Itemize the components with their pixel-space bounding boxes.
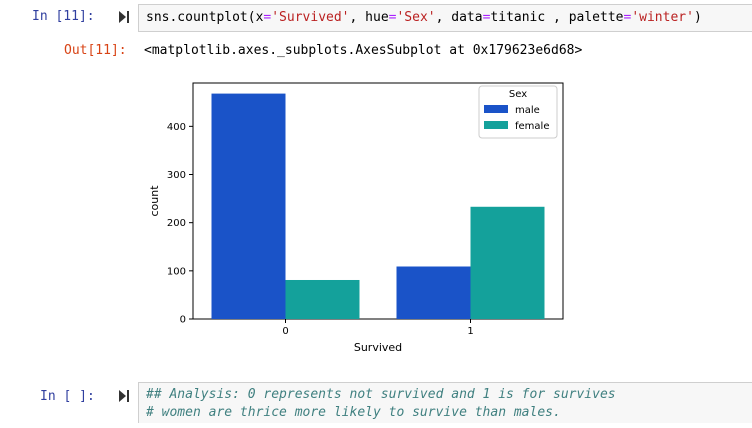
plot-frame [192, 82, 564, 320]
legend-swatch-male [484, 105, 508, 113]
x-tick-label: 1 [467, 326, 473, 337]
run-cell-icon-2[interactable] [118, 389, 130, 403]
code-text: , hue [349, 10, 389, 25]
code-text: titanic , palette [490, 10, 624, 25]
code-text: , data [435, 10, 483, 25]
bar-male-1 [396, 266, 471, 319]
legend-label-male: male [515, 105, 540, 116]
legend-title: Sex [509, 89, 527, 100]
code-cell-input[interactable]: sns.countplot(x='Survived', hue='Sex', d… [138, 4, 752, 32]
y-tick-label: 300 [167, 170, 186, 181]
y-tick-label: 100 [167, 266, 186, 277]
y-axis-label: count [148, 185, 161, 217]
code-string: 'winter' [631, 10, 694, 25]
code-fn: sns.countplot(x [146, 10, 264, 25]
code-cell-analysis[interactable]: ## Analysis: 0 represents not survived a… [138, 382, 752, 423]
cell-out-prompt: Out[11]: [64, 43, 127, 58]
code-string: 'Survived' [271, 10, 350, 25]
code-text: ) [693, 10, 702, 25]
cell-in-prompt: In [11]: [32, 9, 95, 24]
code-op: = [623, 10, 632, 25]
bar-female-1 [470, 206, 545, 319]
code-string: 'Sex' [396, 10, 436, 25]
y-tick-label: 0 [180, 315, 186, 326]
countplot-chart: 0 100 200 300 400 0 1 Survived count Sex male… [148, 82, 564, 354]
comment-line-1: ## Analysis: 0 represents not survived a… [146, 387, 616, 402]
bar-male-0 [211, 93, 286, 319]
cell-output-text: <matplotlib.axes._subplots.AxesSubplot a… [144, 43, 583, 58]
y-tick-label: 400 [167, 122, 186, 133]
code-op: = [263, 10, 272, 25]
cell-in-prompt-2: In [ ]: [40, 389, 95, 404]
comment-line-2: # women are thrice more likely to surviv… [146, 405, 561, 420]
legend-label-female: female [515, 121, 549, 132]
bar-female-0 [285, 279, 360, 319]
y-tick-label: 200 [167, 218, 186, 229]
x-axis-label: Survived [354, 341, 402, 354]
x-tick-label: 0 [282, 326, 288, 337]
legend-swatch-female [484, 121, 508, 129]
chart-legend: Sex male female [478, 85, 558, 139]
code-op: = [482, 10, 491, 25]
code-op: = [388, 10, 397, 25]
run-cell-icon[interactable] [118, 10, 130, 24]
